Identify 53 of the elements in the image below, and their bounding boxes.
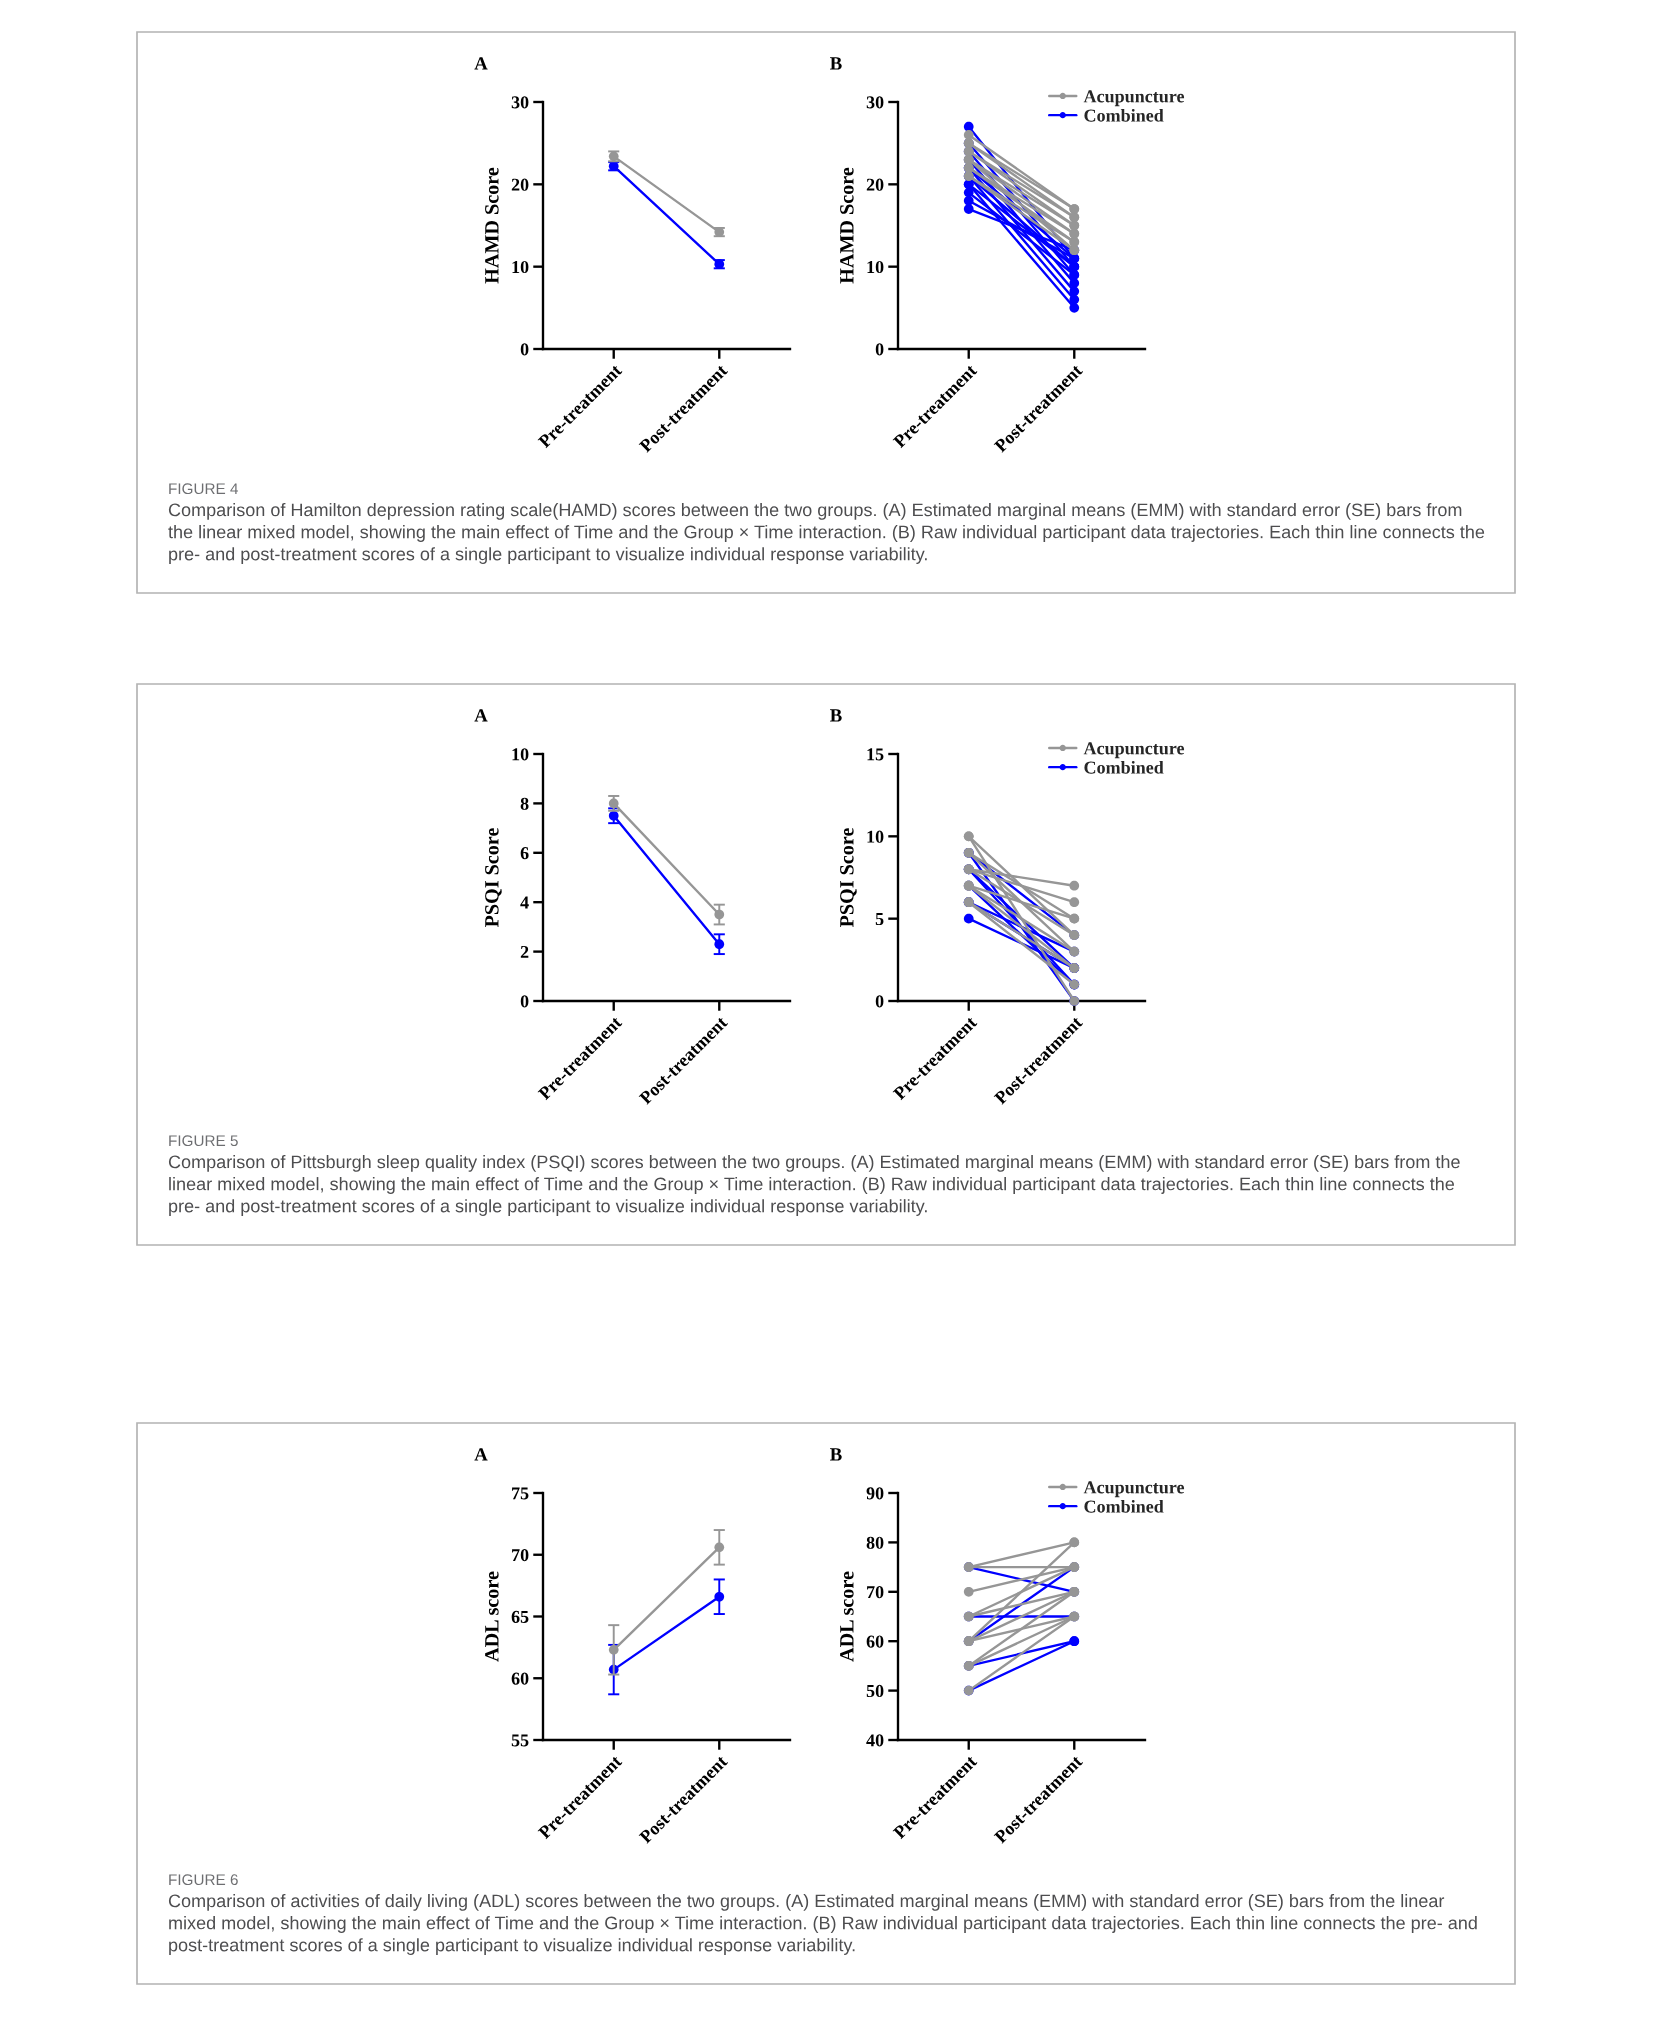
y-axis-title: HAMD Score (840, 167, 854, 284)
chart-title: A (474, 57, 488, 70)
y-axis-title: PSQI Score (485, 828, 502, 928)
y-axis-title: PSQI Score (840, 828, 857, 928)
legend-label: Combined (1084, 108, 1164, 122)
legend-label: Acupuncture (1083, 1481, 1185, 1498)
text: Comparison of activities of daily living (ADL) scores between the two groups. (A) Estimated marginal means (EMM) with standard error (SE) bars from the linear mixed model, showing the main effect of Time and the Group × Time interaction. (B) Raw individual participant data trajectories. Each thin line connects the pre- and post-treatment scores of a single participant to visualize individual response variability. (168, 1894, 1477, 1955)
y-tick-label: 60 (866, 1635, 884, 1648)
chart-title: A (474, 709, 488, 722)
y-tick-label: 4 (520, 896, 529, 909)
y-tick-label: 40 (866, 1734, 884, 1747)
y-tick-label: 15 (867, 748, 884, 761)
y-tick-label: 0 (875, 343, 884, 356)
y-tick-label: 50 (866, 1684, 884, 1698)
y-tick-label: 5 (875, 913, 884, 926)
y-tick-label: 10 (512, 260, 529, 274)
y-axis-title: HAMD Score (485, 167, 499, 284)
y-tick-label: 10 (867, 830, 884, 843)
caption: FIGURE 6 (169, 1874, 238, 1886)
y-tick-label: 75 (512, 1487, 529, 1500)
chart-title: B (830, 709, 842, 722)
chart-title: A (474, 1448, 488, 1461)
y-tick-label: 10 (512, 748, 529, 761)
y-tick-label: 60 (511, 1672, 529, 1685)
y-tick-label: 8 (520, 797, 529, 810)
caption: FIGURE 5 (169, 1135, 238, 1147)
y-tick-label: 70 (512, 1549, 529, 1562)
y-axis-title: ADL score (485, 1571, 499, 1662)
y-tick-label: 10 (867, 260, 884, 274)
chart-title: B (830, 57, 842, 70)
y-tick-label: 0 (875, 995, 884, 1008)
y-tick-label: 2 (520, 945, 529, 958)
y-tick-label: 90 (866, 1487, 884, 1500)
chart-title: B (830, 1448, 842, 1461)
y-tick-label: 0 (520, 343, 529, 356)
y-tick-label: 6 (520, 847, 529, 860)
y-tick-label: 30 (866, 96, 884, 109)
caption: FIGURE 4 (169, 483, 239, 495)
legend-label: Combined (1084, 1499, 1164, 1513)
legend-label: Acupuncture (1083, 90, 1185, 107)
y-tick-label: 0 (520, 995, 529, 1008)
text: Comparison of Pittsburgh sleep quality index (PSQI) scores between the two groups. (A) Estimated marginal means (EMM) with standard error (SE) bars from the linear mixed model, showing the main effect of Time and the Group × Time interaction. (B) Raw individual participant data trajectories. Each thin line connects the pre- and post-treatment scores of a single participant to visualize individual response variability. (168, 1155, 1460, 1216)
y-axis-title: ADL score (840, 1571, 854, 1662)
text: Comparison of Hamilton depression rating scale(HAMD) scores between the two groups. (A) Estimated marginal means (EMM) with standard error (SE) bars from the linear mixed model, showing the main effect of Time and the Group × Time interaction. (B) Raw individual participant data trajectories. Each thin line connects the pre- and post-treatment scores of a single participant to visualize individual response variability. (168, 503, 1485, 564)
y-tick-label: 20 (866, 178, 884, 191)
y-tick-label: 30 (511, 96, 529, 109)
legend-label: Acupuncture (1083, 742, 1185, 759)
legend-label: Combined (1084, 760, 1164, 774)
y-tick-label: 65 (511, 1610, 529, 1623)
y-tick-label: 55 (511, 1734, 529, 1747)
y-tick-label: 20 (511, 178, 529, 191)
y-tick-label: 80 (866, 1536, 884, 1549)
y-tick-label: 70 (867, 1586, 884, 1599)
